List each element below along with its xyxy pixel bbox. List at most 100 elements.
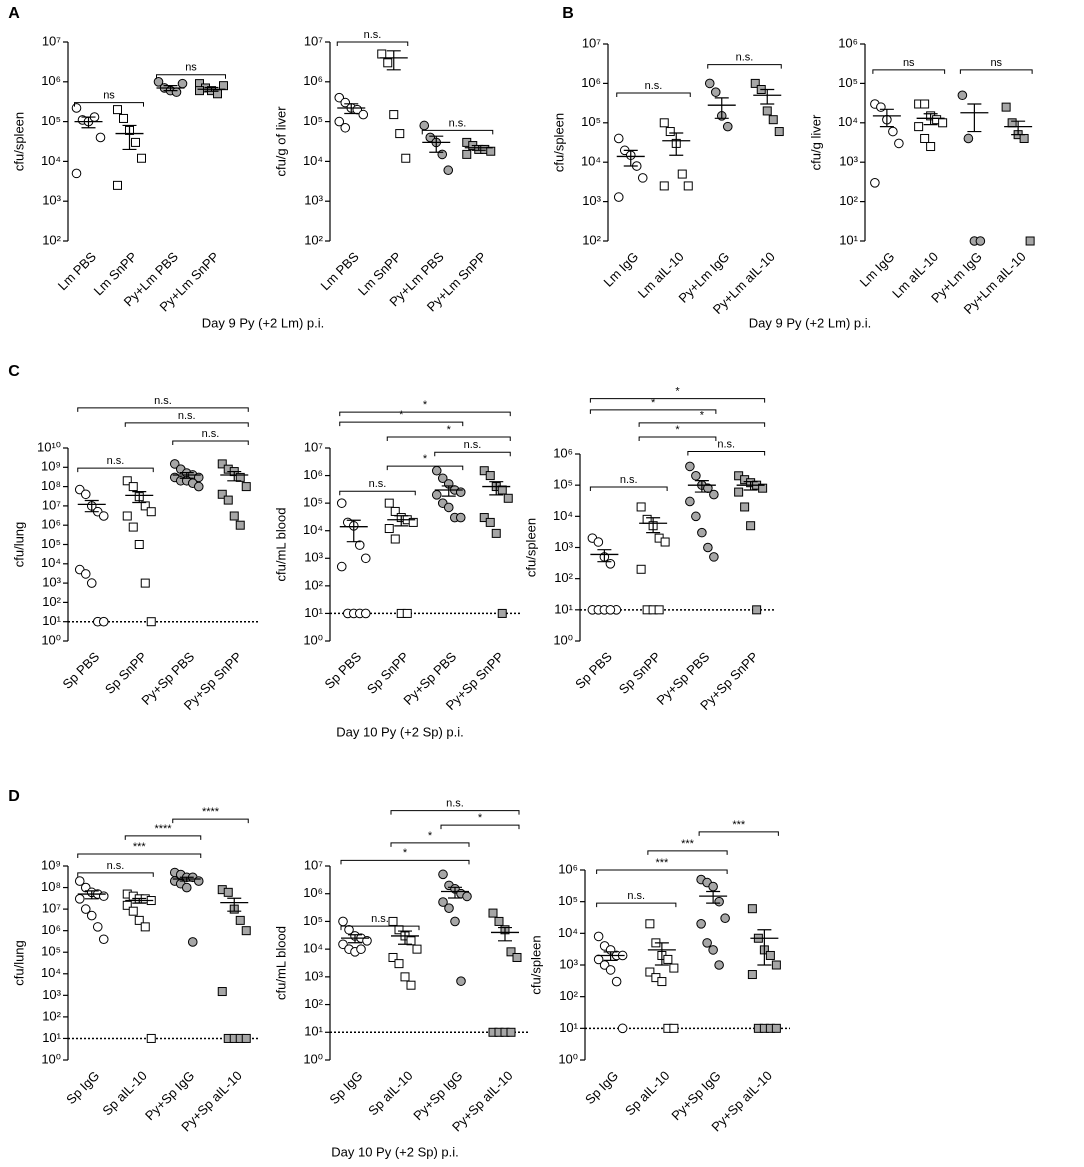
data-point — [193, 481, 204, 492]
data-point — [450, 916, 460, 927]
y-tick-label: 10⁶ — [581, 75, 601, 90]
data-point — [963, 133, 974, 144]
y-tick-label: 10⁷ — [304, 439, 323, 454]
y-axis-label: cfu/spleen — [11, 112, 26, 171]
data-point — [485, 471, 495, 481]
data-point — [146, 617, 156, 627]
data-point — [336, 498, 347, 508]
error-bar — [346, 519, 361, 543]
y-tick-label: 10⁰ — [553, 632, 573, 647]
data-point — [377, 49, 387, 59]
data-point — [340, 97, 351, 108]
data-point — [669, 963, 679, 973]
data-point — [406, 980, 416, 990]
data-point — [636, 564, 646, 574]
data-point — [336, 561, 347, 572]
x-tick-label: Sp PBS — [59, 649, 102, 692]
data-point — [659, 181, 669, 191]
data-point — [187, 937, 198, 947]
data-point — [774, 127, 784, 137]
data-point — [486, 146, 496, 156]
data-point — [714, 960, 724, 970]
data-point — [134, 540, 144, 549]
significance-bracket — [340, 859, 470, 865]
data-point — [431, 490, 442, 500]
x-tick-label: Lm IgG — [857, 249, 898, 290]
y-axis-label: cfu/mL blood — [273, 508, 288, 582]
data-point — [71, 168, 82, 179]
significance-label: n.s. — [154, 395, 172, 407]
panel-letter: C — [8, 363, 20, 380]
data-point — [462, 891, 472, 902]
significance-label: n.s. — [645, 80, 663, 92]
x-tick-label: Py+Sp IgG — [668, 1068, 723, 1123]
y-tick-label: 10² — [304, 996, 323, 1011]
data-point — [140, 578, 150, 588]
significance-label: n.s. — [620, 474, 638, 486]
y-tick-label: 10⁰ — [303, 632, 323, 647]
y-tick-label: 10⁶ — [303, 467, 323, 482]
significance-label: n.s. — [178, 410, 196, 422]
data-point — [177, 78, 188, 89]
data-point — [193, 876, 204, 886]
significance-bracket — [77, 467, 154, 473]
error-bar — [603, 951, 618, 961]
y-tick-label: 10⁹ — [41, 459, 61, 474]
data-point — [703, 542, 713, 553]
panel-caption: Day 9 Py (+2 Lm) p.i. — [202, 315, 324, 330]
significance-bracket — [74, 102, 144, 107]
y-tick-label: 10³ — [554, 539, 573, 554]
data-point — [685, 496, 695, 507]
data-point — [762, 106, 772, 116]
significance-bracket — [698, 831, 779, 836]
data-point — [92, 922, 103, 932]
significance-bracket — [339, 411, 511, 417]
data-point — [975, 236, 986, 246]
data-point — [122, 476, 132, 486]
data-point — [720, 913, 730, 924]
data-point — [704, 78, 715, 89]
data-point — [746, 521, 756, 531]
significance-bracket — [339, 421, 464, 427]
y-tick-label: 10⁶ — [838, 35, 858, 50]
data-point — [455, 512, 466, 523]
data-point — [1001, 102, 1011, 112]
error-bar — [489, 481, 504, 496]
significance-label: ns — [990, 57, 1002, 69]
data-point — [494, 916, 504, 926]
error-bar — [967, 103, 982, 133]
error-bar — [646, 517, 661, 534]
data-point — [665, 127, 675, 137]
data-point — [1025, 236, 1035, 246]
y-tick-label: 10⁹ — [41, 857, 61, 872]
y-tick-label: 10² — [582, 232, 601, 247]
significance-label: n.s. — [446, 797, 464, 809]
y-tick-label: 10⁴ — [838, 114, 858, 129]
y-tick-label: 10⁴ — [303, 941, 323, 956]
y-tick-label: 10⁴ — [558, 925, 578, 940]
data-point — [128, 482, 138, 492]
data-point — [408, 517, 418, 527]
y-tick-label: 10¹⁰ — [37, 439, 61, 454]
data-point — [497, 608, 507, 618]
data-point — [914, 122, 924, 132]
data-point — [456, 976, 466, 986]
y-tick-label: 10⁷ — [42, 33, 61, 48]
data-point — [137, 153, 146, 163]
data-point — [503, 493, 513, 503]
x-tick-label: Sp PBS — [321, 649, 364, 692]
y-tick-label: 10² — [304, 232, 323, 247]
significance-bracket — [336, 41, 409, 46]
data-point — [358, 109, 369, 120]
error-bar — [227, 470, 242, 482]
significance-label: * — [447, 424, 452, 436]
x-tick-label: Sp aIL-10 — [99, 1068, 149, 1118]
significance-label: * — [651, 397, 656, 409]
significance-bracket — [707, 64, 782, 69]
data-point — [691, 470, 701, 481]
data-point — [344, 924, 354, 935]
significance-bracket — [390, 842, 470, 847]
data-point — [613, 192, 624, 202]
data-point — [605, 965, 616, 975]
data-point — [74, 894, 85, 904]
